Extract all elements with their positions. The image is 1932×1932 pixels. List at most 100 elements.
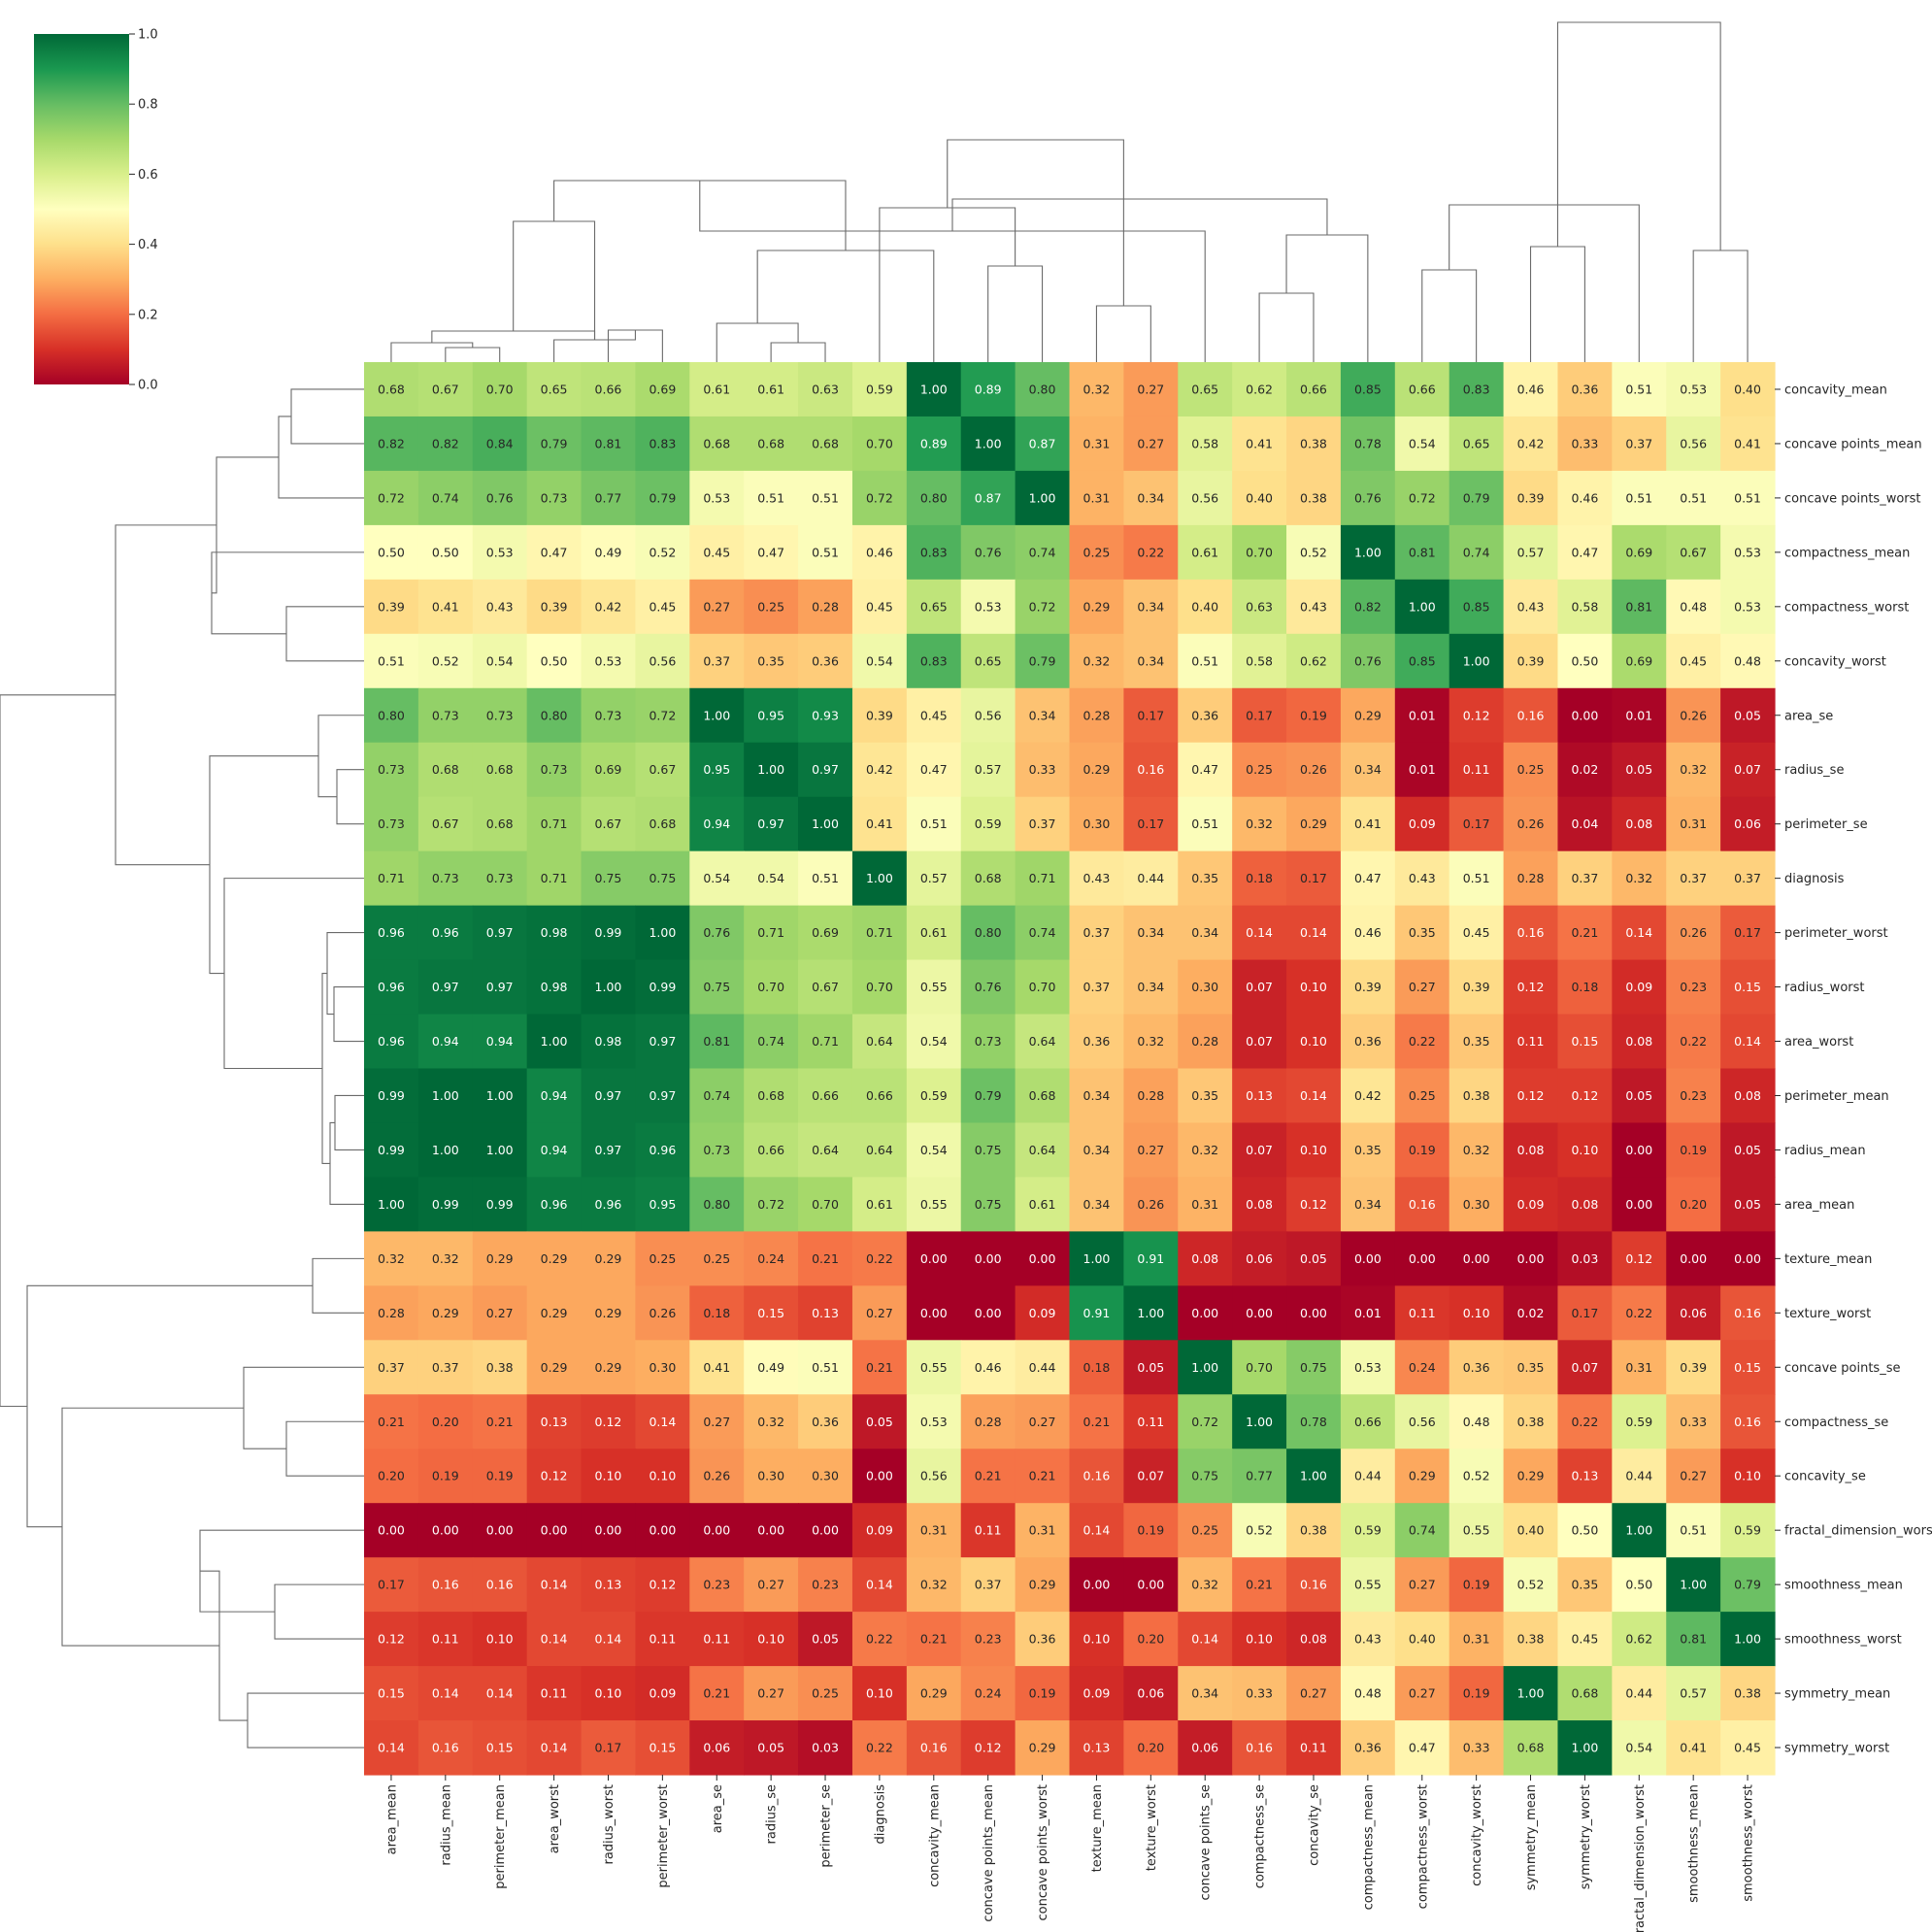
cell-value: 0.40: [1246, 490, 1273, 505]
cell-value: 0.35: [1354, 1143, 1382, 1157]
dendrogram-link: [770, 342, 826, 362]
cell-value: 0.04: [1571, 816, 1598, 831]
heatmap-cell: [364, 1177, 419, 1232]
column-label: diagnosis: [873, 1784, 887, 1845]
cell-value: 0.17: [595, 1741, 622, 1755]
heatmap-cell: [1232, 1449, 1287, 1504]
cell-value: 0.38: [1300, 1523, 1327, 1538]
heatmap-cell: [1069, 1449, 1124, 1504]
heatmap-cell: [417, 1503, 474, 1558]
cell-value: 0.27: [1409, 1578, 1436, 1592]
colorbar-ticks: 0.0 0.2 0.4 0.6 0.8 1.0: [129, 28, 158, 393]
cell-value: 0.76: [1354, 653, 1382, 668]
heatmap-cell: [689, 1449, 745, 1504]
cell-value: 0.99: [649, 980, 676, 994]
cell-value: 0.98: [541, 980, 568, 994]
heatmap-cell: [526, 362, 583, 417]
heatmap-cell: [1015, 1340, 1071, 1395]
cell-value: 0.45: [920, 708, 948, 722]
heatmap-cell: [1612, 959, 1667, 1016]
cell-value: 0.08: [1625, 1034, 1652, 1049]
heatmap-cell: [1015, 1557, 1071, 1613]
cell-value: 0.15: [1734, 980, 1761, 994]
cell-value: 0.75: [595, 871, 622, 885]
cell-value: 0.67: [649, 762, 676, 777]
heatmap-cell: [851, 1666, 908, 1721]
heatmap-cell: [1232, 633, 1287, 689]
cell-value: 0.58: [1571, 599, 1598, 614]
heatmap-cell: [798, 1122, 853, 1179]
cell-value: 0.31: [920, 1523, 948, 1538]
cell-value: 0.54: [1409, 436, 1436, 450]
heatmap-cell: [1123, 850, 1179, 907]
cell-value: 0.84: [486, 436, 514, 450]
heatmap-cell: [526, 1557, 583, 1613]
heatmap-cell: [1557, 1557, 1613, 1613]
cell-value: 0.27: [1409, 1686, 1436, 1701]
cell-value: 0.12: [1463, 708, 1490, 722]
heatmap-cell: [1015, 633, 1071, 689]
dendrogram-link: [1258, 292, 1315, 362]
cell-value: 0.39: [1354, 980, 1382, 994]
column-label: concave points_se: [1199, 1784, 1214, 1900]
cell-value: 0.56: [649, 653, 676, 668]
heatmap-cell: [960, 524, 1016, 581]
cell-value: 0.72: [1409, 490, 1436, 505]
heatmap-cell: [1178, 633, 1233, 689]
row-label: concave points_mean: [1784, 437, 1922, 451]
heatmap-cell: [1232, 1177, 1287, 1232]
heatmap-cell: [1232, 524, 1287, 581]
heatmap-cell: [1503, 470, 1559, 526]
cell-value: 0.32: [757, 1415, 784, 1429]
cell-value: 0.65: [1191, 382, 1218, 396]
heatmap-cell: [1340, 742, 1396, 798]
cell-value: 0.58: [1246, 653, 1273, 668]
dendrogram-link: [243, 1366, 364, 1449]
cell-value: 0.37: [1083, 980, 1111, 994]
cell-value: 0.67: [595, 816, 622, 831]
row-label: symmetry_mean: [1784, 1687, 1890, 1702]
heatmap-cell: [635, 579, 690, 635]
heatmap-cell: [906, 1557, 962, 1613]
heatmap-cell: [689, 1666, 745, 1721]
heatmap-cell: [1286, 1666, 1342, 1721]
heatmap-cell: [581, 362, 637, 417]
cell-value: 0.23: [975, 1632, 1002, 1647]
cell-value: 0.11: [432, 1632, 459, 1647]
heatmap-cell: [581, 959, 637, 1016]
heatmap-cell: [906, 1177, 962, 1232]
heatmap-cell: [960, 850, 1016, 907]
heatmap-cell: [1015, 796, 1071, 852]
heatmap-cell: [1720, 959, 1776, 1016]
heatmap-cell: [364, 1122, 419, 1179]
heatmap-cell: [744, 579, 799, 635]
cell-value: 0.27: [1029, 1415, 1056, 1429]
column-label: area_mean: [384, 1784, 399, 1854]
cell-value: 0.05: [812, 1632, 839, 1647]
heatmap-cell: [1286, 1068, 1342, 1124]
cell-value: 0.87: [975, 490, 1002, 505]
heatmap-cell: [1503, 416, 1559, 472]
heatmap-cell: [1449, 1503, 1505, 1558]
cell-value: 0.68: [486, 816, 514, 831]
heatmap-cell: [526, 633, 583, 689]
heatmap-cell: [1449, 1449, 1505, 1504]
heatmap-cell: [1178, 1557, 1233, 1613]
cell-value: 0.33: [1463, 1741, 1490, 1755]
cell-value: 0.16: [1300, 1578, 1327, 1592]
cell-value: 0.80: [378, 708, 405, 722]
heatmap-cell: [960, 1014, 1016, 1070]
heatmap-cell: [1394, 1340, 1450, 1395]
cell-value: 1.00: [703, 708, 730, 722]
cell-value: 0.70: [757, 980, 784, 994]
heatmap-cell: [744, 959, 799, 1016]
heatmap-cell: [960, 362, 1016, 417]
cell-value: 0.71: [1029, 871, 1056, 885]
heatmap-cell: [1340, 850, 1396, 907]
heatmap-cell: [1449, 959, 1505, 1016]
cell-value: 0.27: [866, 1306, 893, 1320]
heatmap-cell: [1612, 1122, 1667, 1179]
dendrogram-link: [333, 986, 364, 1043]
dendrogram-link: [431, 330, 596, 343]
heatmap-cell: [1449, 1340, 1505, 1395]
